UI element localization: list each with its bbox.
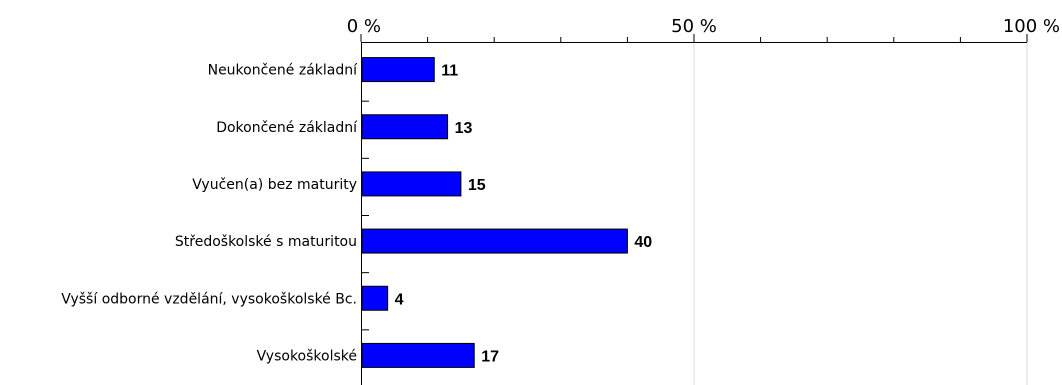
x-tick-label-2: 100 % <box>1003 16 1060 37</box>
bar-3 <box>361 228 628 254</box>
value-label-2: 15 <box>468 177 486 194</box>
value-label-3: 40 <box>634 234 652 251</box>
category-label-1: Dokončené základní <box>216 120 358 136</box>
bars <box>361 57 628 368</box>
value-label-5: 17 <box>481 348 499 365</box>
bar-1 <box>361 114 449 140</box>
category-label-0: Neukončené základní <box>208 63 359 79</box>
x-tick-label-0: 0 % <box>347 16 381 37</box>
gridlines <box>693 42 1028 385</box>
bar-5 <box>361 342 475 368</box>
value-label-1: 13 <box>455 120 473 137</box>
x-tick-labels: 0 % 50 % 100 % <box>347 16 1060 37</box>
category-label-3: Středoškolské s maturitou <box>175 234 357 250</box>
bar-2 <box>361 171 462 197</box>
value-label-0: 11 <box>441 63 458 80</box>
category-label-2: Vyučen(a) bez maturity <box>192 177 357 193</box>
category-labels: Neukončené základní Dokončené základní Vyu… <box>61 63 358 365</box>
value-labels: 11 13 15 40 4 17 <box>395 63 653 366</box>
category-label-5: Vysokoškolské <box>257 348 357 364</box>
bar-0 <box>361 57 435 83</box>
value-label-4: 4 <box>395 291 404 308</box>
category-label-4: Vyšší odborné vzdělání, vysokoškolské Bc… <box>61 291 357 307</box>
bar-4 <box>361 285 389 311</box>
x-tick-label-1: 50 % <box>671 16 717 37</box>
axes <box>360 34 1028 385</box>
